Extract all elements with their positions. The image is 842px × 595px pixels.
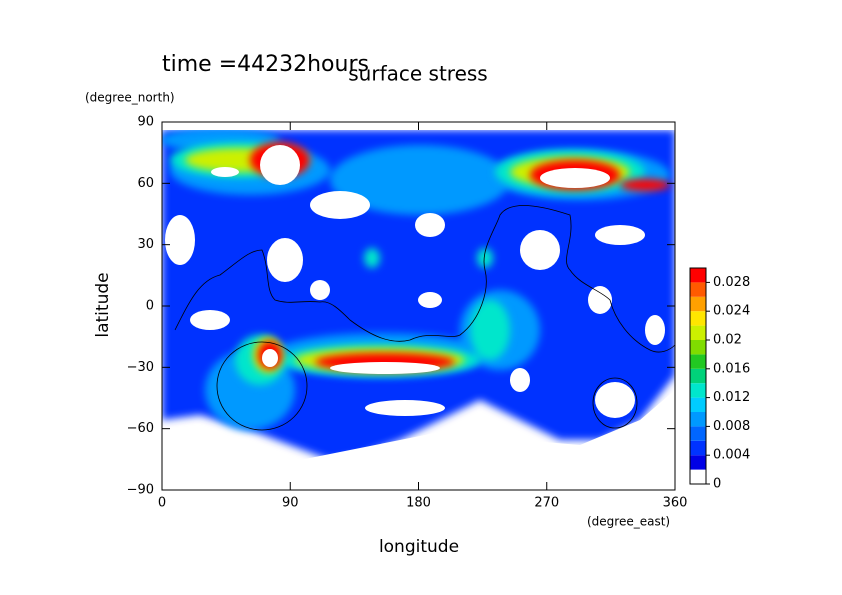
x-tick-label: 270 — [534, 496, 559, 511]
colorbar-tick-label: 0.024 — [713, 304, 750, 319]
y-tick-label: −60 — [127, 421, 154, 436]
colorbar-tick-label: 0.028 — [713, 275, 750, 290]
colorbar-frame — [689, 267, 707, 485]
colorbar-tick-label: 0.008 — [713, 419, 750, 434]
y-tick-label: 90 — [137, 115, 154, 130]
y-tick-label: −90 — [127, 483, 154, 498]
x-tick-label: 0 — [158, 496, 166, 511]
colorbar-swatch — [690, 268, 706, 283]
colorbar-tick-label: 0.012 — [713, 390, 750, 405]
contour-field — [162, 122, 675, 490]
colorbar-tick-label: 0.02 — [713, 333, 742, 348]
colorbar-swatch — [690, 325, 706, 340]
y-tick-label: 0 — [146, 299, 154, 314]
y-tick-label: −30 — [127, 360, 154, 375]
colorbar-swatch — [690, 368, 706, 384]
colorbar-swatch — [690, 354, 706, 369]
x-axis-label: longitude — [379, 537, 459, 557]
x-tick-label: 360 — [663, 496, 688, 511]
colorbar-swatch — [690, 426, 706, 441]
y-tick-label: 30 — [137, 237, 154, 252]
x-tick-label: 180 — [406, 496, 431, 511]
colorbar-swatch — [690, 455, 706, 470]
colorbar-swatch — [690, 311, 706, 326]
colorbar-swatch — [690, 282, 706, 297]
y-tick-label: 60 — [137, 176, 154, 191]
coastline — [174, 205, 675, 431]
colorbar-swatch — [690, 397, 706, 412]
x-unit: (degree_east) — [587, 515, 670, 529]
colorbar-tick-label: 0 — [713, 477, 721, 492]
annotation: time =44232hours — [162, 52, 369, 77]
colorbar-tick-label: 0.004 — [713, 448, 750, 463]
colorbar-swatch — [690, 412, 706, 427]
colorbar-swatch — [690, 469, 706, 484]
colorbar-swatch — [690, 296, 706, 312]
y-unit: (degree_north) — [85, 91, 175, 105]
colorbar-swatch — [690, 340, 706, 355]
x-tick-label: 90 — [282, 496, 299, 511]
chart-title: surface stress — [348, 62, 487, 86]
colorbar-swatch — [690, 440, 706, 456]
colorbar-tick-label: 0.016 — [713, 361, 750, 376]
y-axis-label: latitude — [93, 272, 113, 337]
colorbar-swatch — [690, 383, 706, 398]
